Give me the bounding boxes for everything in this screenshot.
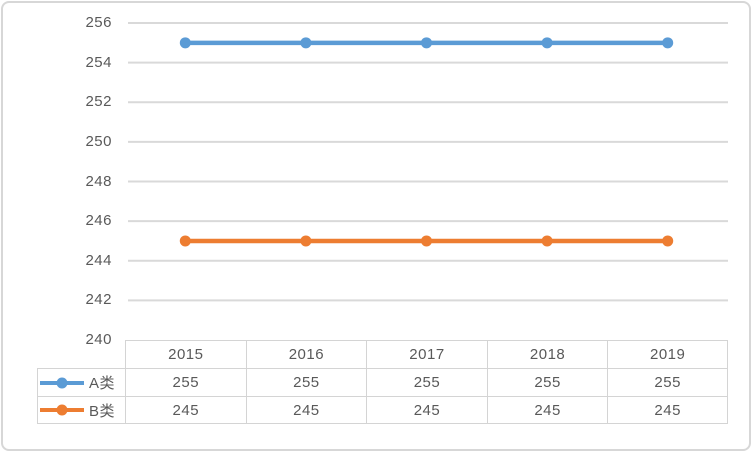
data-point-marker	[300, 37, 312, 49]
data-point-marker	[300, 235, 312, 247]
table-cell: 245	[245, 396, 367, 424]
data-point-marker	[541, 235, 553, 247]
y-tick-label: 254	[85, 53, 112, 71]
table-cell: 245	[366, 396, 487, 424]
y-tick-label: 250	[85, 132, 112, 150]
table-cell: 245	[486, 396, 608, 424]
data-point-marker	[662, 37, 674, 49]
data-point-marker	[421, 37, 432, 49]
table-cell: 255	[607, 368, 728, 396]
legend-label: A类	[89, 375, 116, 392]
legend-line-marker-icon	[40, 377, 84, 388]
data-point-marker	[179, 235, 191, 247]
data-point-marker	[179, 37, 191, 49]
table-header-cell: 2018	[486, 340, 608, 368]
legend-item: B类	[37, 396, 125, 424]
table-header-cell: 2017	[366, 340, 487, 368]
legend-item: A类	[37, 368, 125, 396]
table-header-cell: 2015	[125, 340, 246, 368]
table-cell: 255	[245, 368, 367, 396]
y-tick-label: 242	[85, 291, 112, 309]
data-table: 2015 2016 2017 2018 2019 A类 255 255 255 255 255 B类 2…	[37, 340, 728, 424]
table-header-cell: 2019	[607, 340, 728, 368]
table-cell: 255	[366, 368, 487, 396]
y-tick-label: 244	[85, 251, 112, 269]
table-corner	[37, 340, 125, 368]
y-tick-label: 248	[85, 172, 112, 190]
table-cell: 255	[125, 368, 246, 396]
data-point-marker	[421, 235, 432, 247]
data-point-marker	[662, 235, 674, 247]
y-tick-label: 246	[85, 212, 112, 230]
table-header-cell: 2016	[245, 340, 367, 368]
data-point-marker	[541, 37, 553, 49]
table-cell: 255	[486, 368, 608, 396]
legend-label: B类	[89, 402, 116, 420]
table-cell: 245	[607, 396, 728, 424]
table-cell: 245	[125, 396, 246, 424]
legend-line-marker-icon	[40, 404, 84, 416]
y-tick-label: 240	[85, 331, 112, 348]
y-tick-label: 256	[85, 14, 112, 31]
y-tick-label: 252	[85, 93, 112, 111]
